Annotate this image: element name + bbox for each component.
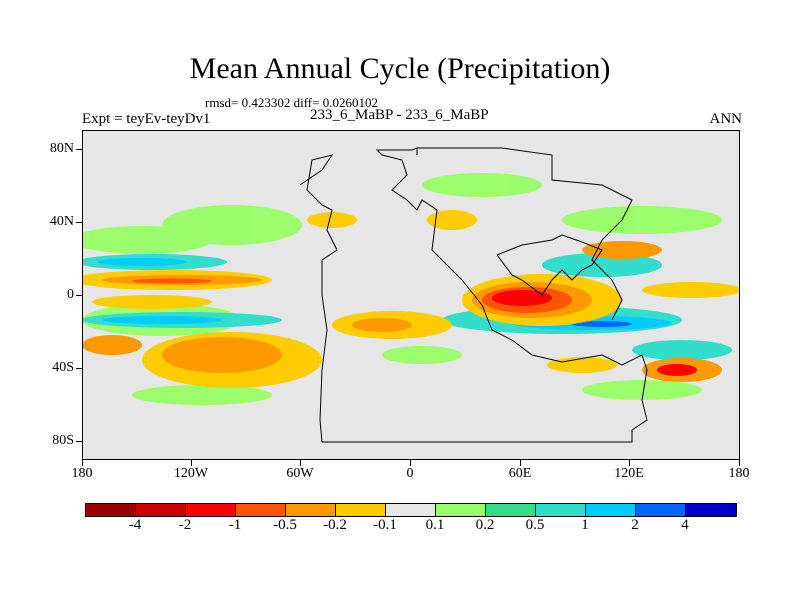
- precipitation-map: [82, 130, 740, 460]
- colorbar-label: -0.1: [373, 517, 397, 533]
- coastline: [322, 354, 648, 443]
- colorbar-label: -0.5: [273, 517, 297, 533]
- anomaly-patch: [92, 295, 212, 309]
- anomaly-patch: [132, 278, 212, 284]
- colorbar-label: -0.2: [323, 517, 347, 533]
- lat-label-80n: 80N: [49, 141, 74, 156]
- anomaly-patch: [562, 206, 722, 234]
- lat-label-40s: 40S: [52, 360, 74, 375]
- lon-label-180e: 180: [728, 466, 750, 481]
- colorbar-label: -2: [178, 517, 192, 533]
- lat-label-0: 0: [67, 287, 74, 302]
- lon-tick: [520, 460, 521, 466]
- colorbar-swatch: [686, 504, 736, 516]
- anomaly-patch: [307, 212, 357, 228]
- anomaly-patch: [352, 318, 412, 332]
- lon-tick: [191, 460, 192, 466]
- colorbar-label: -4: [128, 517, 142, 533]
- anomaly-patch: [657, 364, 697, 376]
- lon-label-60w: 60W: [286, 466, 314, 481]
- colorbar-label: -1: [228, 517, 242, 533]
- lat-tick: [76, 368, 82, 369]
- anomaly-patch: [582, 241, 662, 259]
- colorbar-swatch: [636, 504, 686, 516]
- colorbar-swatch: [186, 504, 236, 516]
- colorbar-swatch: [486, 504, 536, 516]
- colorbar-label: 0.1: [425, 517, 445, 533]
- anomaly-patch: [492, 290, 552, 306]
- colorbar-swatch: [386, 504, 436, 516]
- anomaly-patch: [642, 282, 740, 298]
- lon-tick: [82, 460, 83, 466]
- coastline: [496, 234, 603, 296]
- anomaly-patch: [382, 346, 462, 364]
- anomaly-patch: [162, 337, 282, 373]
- colorbar-label: 2: [631, 517, 639, 533]
- anomaly-patch: [422, 173, 542, 197]
- coastline: [417, 147, 633, 321]
- lat-label-80s: 80S: [52, 433, 74, 448]
- anomaly-patch: [102, 316, 222, 324]
- run-comparison-label: 233_6_MaBP - 233_6_MaBP: [310, 107, 489, 123]
- colorbar-swatch: [136, 504, 186, 516]
- anomaly-patch: [632, 340, 732, 360]
- colorbar-swatch: [586, 504, 636, 516]
- lon-tick: [629, 460, 630, 466]
- lat-tick: [76, 149, 82, 150]
- lat-label-40n: 40N: [49, 214, 74, 229]
- colorbar-label: 4: [681, 517, 689, 533]
- colorbar-label: 0.2: [475, 517, 495, 533]
- lon-tick: [739, 460, 740, 466]
- lon-label-120e: 120E: [614, 466, 644, 481]
- colorbar-swatch: [536, 504, 586, 516]
- lon-label-180w: 180: [71, 466, 93, 481]
- season-label: ANN: [709, 111, 743, 127]
- anomaly-patch: [97, 258, 187, 266]
- anomaly-patch: [572, 321, 632, 327]
- anomaly-patch: [542, 253, 662, 277]
- experiment-label: Expt = teyEv-teyDv1: [82, 111, 211, 127]
- plot-title: Mean Annual Cycle (Precipitation): [189, 52, 611, 85]
- colorbar-swatch: [436, 504, 486, 516]
- lat-tick: [76, 295, 82, 296]
- lat-tick: [76, 222, 82, 223]
- colorbar-swatch: [236, 504, 286, 516]
- lon-label-120w: 120W: [173, 466, 209, 481]
- anomaly-patch: [582, 380, 702, 400]
- precipitation-field: [82, 147, 740, 443]
- rmsd-stats: rmsd= 0.423302 diff= 0.0260102: [205, 95, 378, 110]
- lon-label-0: 0: [406, 466, 414, 481]
- lon-tick: [300, 460, 301, 466]
- anomaly-patch: [132, 385, 272, 405]
- anomaly-patch: [427, 210, 477, 230]
- colorbar-label: 1: [581, 517, 589, 533]
- colorbar-swatch: [86, 504, 136, 516]
- anomaly-patch: [82, 335, 142, 355]
- coastline: [299, 154, 338, 443]
- colorbar-label: 0.5: [525, 517, 545, 533]
- lon-tick: [410, 460, 411, 466]
- anomaly-patch: [162, 205, 302, 245]
- colorbar-swatch: [336, 504, 386, 516]
- anomaly-patch: [547, 357, 617, 373]
- lat-tick: [76, 441, 82, 442]
- coastline: [375, 147, 643, 366]
- colorbar: [85, 503, 737, 517]
- colorbar-swatch: [286, 504, 336, 516]
- lon-label-60e: 60E: [508, 466, 532, 481]
